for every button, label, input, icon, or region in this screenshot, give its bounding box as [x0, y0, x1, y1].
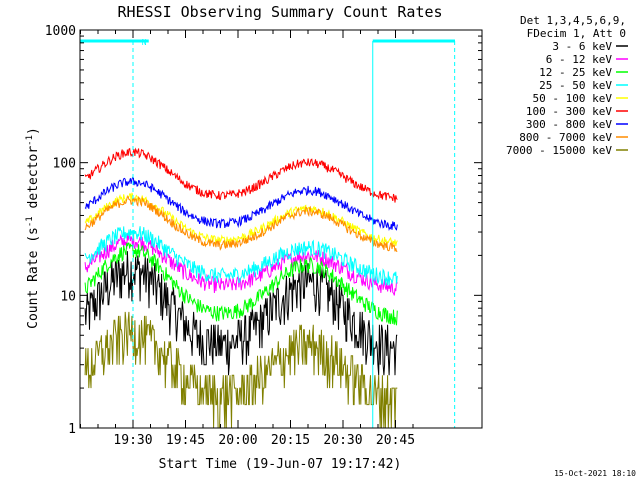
x-tick-label: 20:00 [218, 433, 257, 448]
y-axis-label: Count Rate (s-1 detector-1) [25, 127, 41, 329]
x-tick-label: 19:30 [113, 433, 152, 448]
legend-header-line: Det 1,3,4,5,6,9, [520, 14, 626, 27]
series-line-2 [84, 242, 398, 326]
legend-label-5: 100 - 300 keV [526, 105, 612, 118]
chart-title: RHESSI Observing Summary Count Rates [117, 3, 442, 21]
night-annotation: N [142, 38, 147, 47]
x-tick-label: 20:45 [376, 433, 415, 448]
x-tick-label: 20:15 [271, 433, 310, 448]
y-axis-label-sup1: -1 [25, 216, 35, 227]
x-tick-label: 20:30 [323, 433, 362, 448]
legend-label-2: 12 - 25 keV [539, 66, 612, 79]
svg-text:Count Rate (s-1 detector-1): Count Rate (s-1 detector-1) [25, 127, 41, 329]
legend: Det 1,3,4,5,6,9,FDecim 1, Att 03 - 6 keV… [506, 14, 628, 157]
legend-header-line: FDecim 1, Att 0 [527, 27, 626, 40]
y-axis-label-sup2: -1 [25, 135, 35, 146]
x-tick-label: 19:45 [166, 433, 205, 448]
series-line-1 [84, 233, 398, 296]
series-line-6 [84, 176, 398, 231]
series-line-8 [84, 311, 398, 428]
x-axis-label: Start Time (19-Jun-07 19:17:42) [159, 457, 402, 472]
legend-label-0: 3 - 6 keV [552, 40, 612, 53]
series-line-4 [84, 192, 398, 247]
legend-label-1: 6 - 12 keV [546, 53, 613, 66]
y-tick-label: 10 [60, 289, 76, 304]
legend-label-7: 800 - 7000 keV [519, 131, 612, 144]
legend-label-4: 50 - 100 keV [533, 92, 613, 105]
y-axis-label-mid: detector [26, 146, 41, 217]
y-tick-label: 1 [68, 422, 76, 437]
footer-date: 15-Oct-2021 18:10 [554, 469, 636, 478]
series-line-5 [84, 147, 398, 203]
series-line-7 [84, 196, 398, 252]
y-tick-label: 1000 [45, 24, 76, 39]
legend-label-3: 25 - 50 keV [539, 79, 612, 92]
legend-label-6: 300 - 800 keV [526, 118, 612, 131]
legend-label-8: 7000 - 15000 keV [506, 144, 612, 157]
y-axis-label-end: ) [26, 127, 41, 135]
y-axis-label-start: Count Rate (s [26, 227, 41, 329]
series-line-3 [84, 226, 398, 286]
y-tick-label: 100 [53, 157, 76, 172]
series-line-0 [84, 251, 398, 376]
plot-frame [79, 29, 483, 429]
